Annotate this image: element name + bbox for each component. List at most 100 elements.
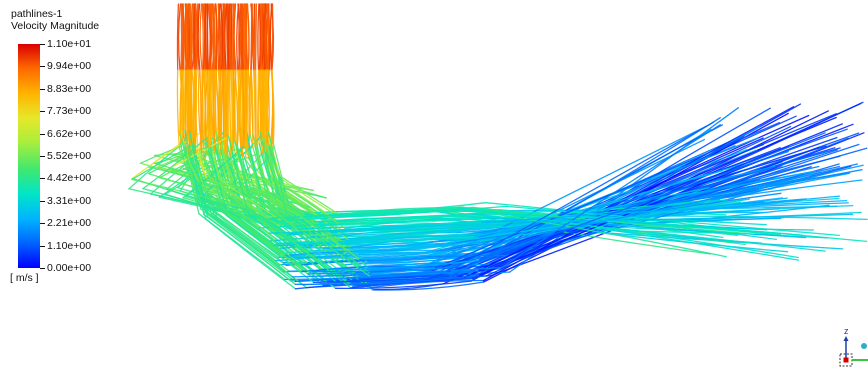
axis-z-label: z [844,326,849,336]
pathline-segment [256,175,319,217]
colorbar [18,44,40,268]
pathline-segment [203,141,216,184]
pathline-segment [270,209,477,219]
pathline-segment [199,3,203,71]
pathline-segment [275,252,454,262]
pathline-segment [244,158,259,177]
colormap-legend: pathlines-1 Velocity Magnitude 1.10e+01 9… [0,0,160,300]
pathline-segment [316,252,433,259]
pathline-segment [244,69,249,161]
pathline-segment [254,3,258,71]
pathline-segment [348,274,481,286]
pathline-segment [501,124,721,269]
colorbar-tick-label: 0.00e+00 [47,262,92,274]
pathline-segment [250,3,253,71]
pathline-segment [205,177,270,221]
pathline-segment [209,69,212,149]
pathline-segment [270,3,274,71]
pathline-segment [277,175,340,218]
pathline-segment [177,3,182,71]
pathline-segment [197,3,201,71]
pathline-segment [200,69,203,159]
pathline-segment [317,207,473,217]
colorbar-tick-label: 4.42e+00 [47,172,92,184]
pathline-segment [241,69,245,148]
pathline-segment [276,236,475,244]
colorbar-tick-label: 6.62e+00 [47,128,92,140]
pathline-segment [296,221,483,230]
pathline-segment [266,69,270,133]
pathline-segment [214,69,217,133]
pathline-segment [199,149,211,179]
pathline-segment [184,69,187,146]
pathline-segment [218,3,220,71]
pathline-segment [213,69,216,151]
pathline-segment [168,137,227,170]
pathline-segment [186,143,202,195]
pathline-segment [350,278,474,289]
colorbar-tick [40,111,45,112]
pathline-segment [204,3,207,71]
pathline-segment [476,170,817,237]
pathline-segment [250,69,254,136]
legend-unit: [ m/s ] [10,272,39,284]
pathline-segment [358,250,450,260]
pathline-segment [368,279,485,289]
pathline-segment [180,3,183,71]
pathline-segment [345,240,482,253]
colorbar-tick [40,134,45,135]
pathline-segment [478,144,802,261]
pathline-segment [505,205,840,237]
pathline-segment [205,200,284,259]
pathline-segment [471,207,751,235]
pathline-segment [255,139,271,200]
pathline-segment [214,3,218,71]
axis-z-arrowhead [843,336,849,341]
pathline-segment [246,207,330,270]
pathline-segment [201,185,271,234]
pathline-segment [279,217,489,228]
pathline-segment [131,178,256,211]
pathline-segment [227,134,248,209]
pathline-segment [480,213,854,223]
pathline-segment [369,270,449,278]
pathline-segment [219,3,224,71]
colorbar-tick [40,201,45,202]
colorbar-tick-label: 2.21e+00 [47,217,92,229]
pathline-segment [234,140,251,196]
pathline-segment [236,3,240,71]
pathline-segment [337,213,472,225]
pathline-segment [291,266,503,278]
axis-triad[interactable]: z [834,326,868,370]
colorbar-tick [40,246,45,247]
axis-y-dot [861,343,867,349]
pathline-segment [463,114,810,279]
colorbar-tick [40,178,45,179]
pathline-segment [259,3,263,71]
pathline-segment [254,69,257,147]
pathline-segment [485,101,864,277]
pathline-segment [194,3,198,71]
pathline-segment [220,137,232,185]
pathline-segment [230,183,298,230]
pathline-segment [239,3,244,71]
pathline-segment [487,143,860,267]
pathline-segment [447,121,715,273]
pathline-segment [202,3,206,71]
pathline-segment [335,274,478,283]
pathline-segment [206,211,293,278]
pathline-segment [222,3,226,71]
pathline-segment [252,3,255,71]
pathline-segment [215,131,228,182]
pathline-segment [327,259,480,270]
pathline-segment [230,159,242,179]
pathline-segment [179,133,199,204]
pathline-segment [263,3,267,71]
pathline-segment [202,69,205,160]
pathline-segment [139,145,183,164]
pathline-segment [225,155,239,180]
pathline-segment [322,242,446,249]
pathline-segment [213,151,228,196]
pathline-segment [258,3,261,71]
